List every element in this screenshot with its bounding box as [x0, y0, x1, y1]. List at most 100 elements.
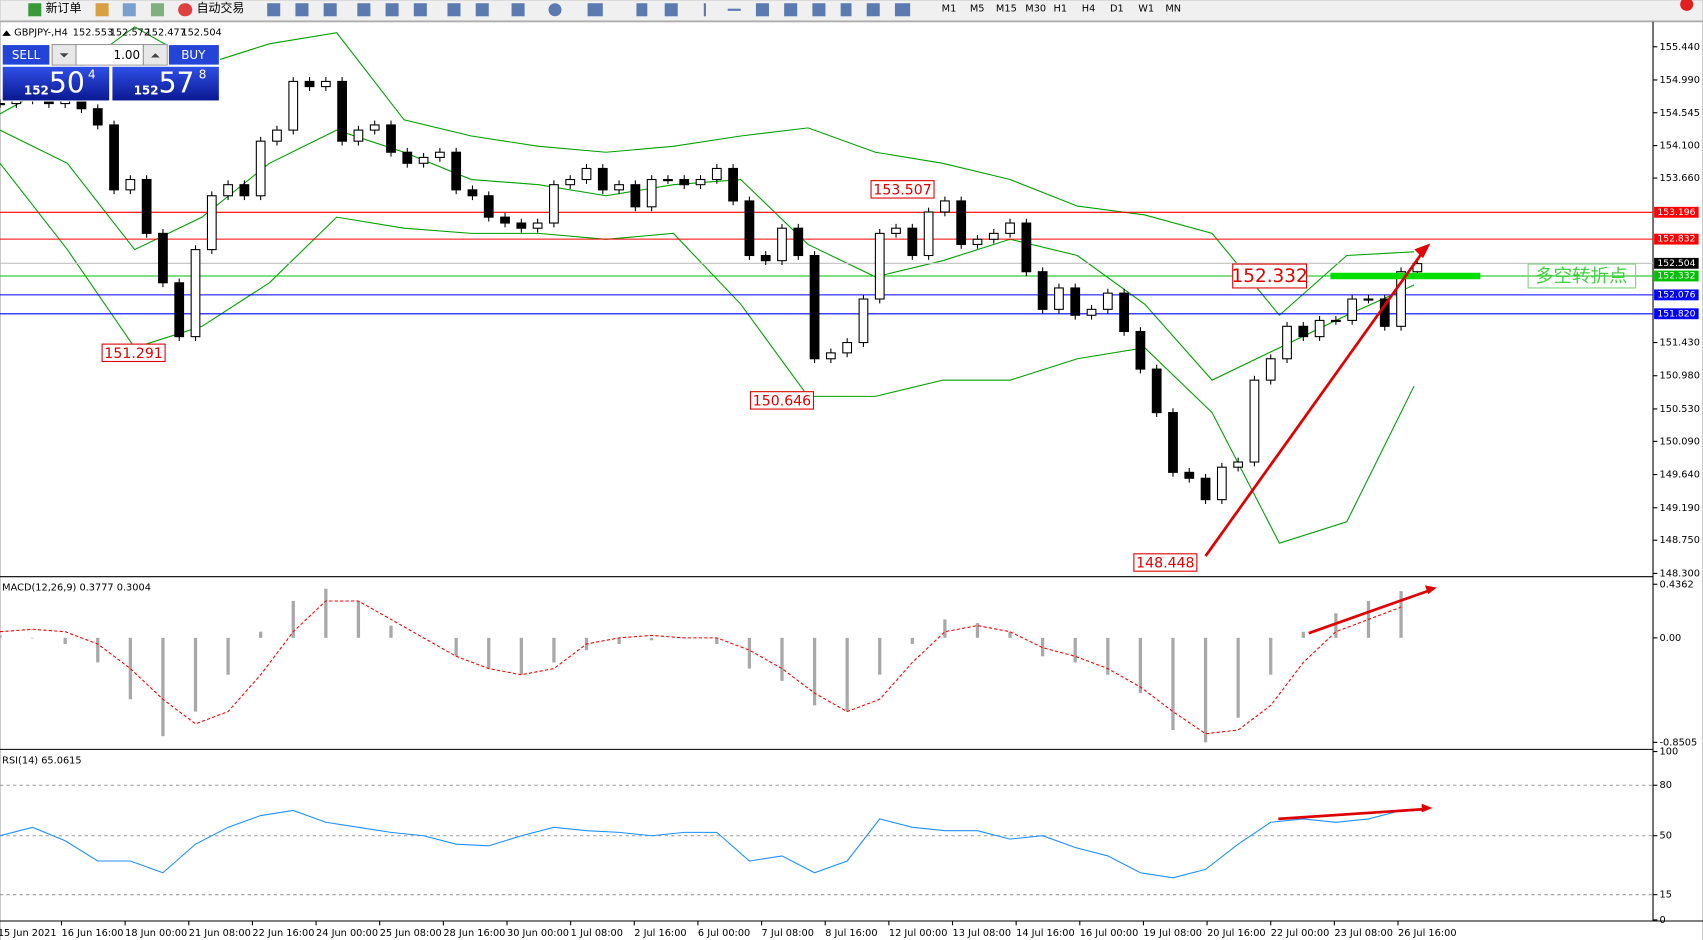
x-tick-label: 20 Jul 16:00 [1207, 928, 1266, 939]
y-tick-label: 148.300 [1660, 568, 1700, 579]
candle [92, 108, 103, 126]
tool-icon[interactable] [755, 3, 769, 17]
tool-icon[interactable] [812, 3, 826, 17]
tool-icon[interactable] [866, 3, 880, 17]
price-level-label: 151.820 [1657, 308, 1695, 319]
macd-bar [1041, 637, 1045, 657]
macd-bar [1171, 637, 1175, 731]
alert-icon[interactable] [1680, 0, 1694, 11]
tool-icon[interactable] [587, 3, 603, 17]
ask-point: 8 [199, 67, 207, 81]
x-tick-label: 16 Jun 16:00 [61, 928, 123, 939]
tool-icon[interactable] [267, 3, 281, 17]
tool-icon[interactable] [323, 3, 337, 17]
candle [630, 184, 641, 208]
timeframe-button[interactable]: D1 [1110, 4, 1124, 15]
new-order-icon[interactable] [28, 3, 42, 17]
price-level-label: 152.504 [1657, 258, 1695, 269]
ask-big: 152 [134, 84, 159, 98]
sell-button[interactable] [1, 43, 51, 66]
candle [516, 222, 527, 229]
tool-icon[interactable] [894, 3, 911, 17]
timeframe-button[interactable]: W1 [1138, 4, 1154, 15]
candle [1363, 298, 1374, 301]
tool-icon[interactable] [703, 3, 706, 17]
y-tick-label: 0 [1660, 915, 1666, 926]
auto-trading-button[interactable]: 自动交易 [197, 0, 245, 15]
tool-icon[interactable] [413, 3, 427, 17]
macd-bar [291, 600, 295, 638]
macd-bar [878, 637, 882, 675]
bid-box[interactable] [1, 65, 111, 102]
x-tick-label: 22 Jul 00:00 [1271, 928, 1330, 939]
candle [1331, 319, 1341, 323]
timeframe-button[interactable]: H1 [1054, 4, 1068, 15]
candle [1086, 308, 1097, 316]
tool-icon[interactable] [475, 3, 489, 17]
x-tick-label: 30 Jun 00:00 [507, 928, 569, 939]
candle [1249, 379, 1260, 463]
candle [386, 124, 396, 153]
timeframe-button[interactable]: M1 [942, 4, 957, 15]
macd-bar [63, 637, 67, 645]
candle [288, 80, 299, 131]
macd-bar [845, 637, 849, 712]
candle [353, 129, 364, 142]
tool-icon[interactable] [636, 3, 648, 17]
tool-icon[interactable] [357, 3, 371, 17]
timeframe-button[interactable]: M30 [1025, 4, 1046, 15]
x-tick-label: 14 Jul 16:00 [1016, 928, 1075, 939]
x-tick-label: 13 Jul 08:00 [953, 928, 1012, 939]
timeframe-button[interactable]: M15 [996, 4, 1017, 15]
new-order-button[interactable]: 新订单 [46, 0, 82, 15]
x-tick-label: 22 Jun 16:00 [252, 928, 314, 939]
tool-icon[interactable] [664, 3, 678, 17]
tool-icon[interactable] [840, 3, 852, 17]
y-tick-label: 15 [1660, 890, 1672, 901]
price-level-label-bg [1654, 257, 1699, 269]
macd-bar [324, 588, 328, 638]
tool-icon[interactable] [385, 3, 399, 17]
symbol: GBPJPY-,H4 [14, 28, 68, 39]
tool-icon[interactable] [295, 3, 309, 17]
volume: 1.00 [114, 48, 141, 62]
rsi-line [0, 809, 1402, 879]
candle [190, 249, 201, 338]
y-tick-label: 150.530 [1660, 404, 1700, 415]
buy-button[interactable] [167, 43, 220, 66]
x-tick-label: 26 Jul 16:00 [1398, 928, 1457, 939]
macd-bar [1269, 637, 1273, 675]
timeframe-button[interactable]: MN [1165, 4, 1181, 15]
tool-icon[interactable] [784, 3, 798, 17]
candle [842, 341, 853, 354]
candle [1119, 292, 1129, 333]
candle [760, 254, 771, 262]
tool-icon[interactable] [511, 3, 525, 17]
candle [337, 80, 348, 142]
tool-icon[interactable] [122, 3, 136, 17]
tool-icon[interactable] [727, 8, 741, 11]
candle [663, 178, 673, 182]
collapse-icon[interactable] [2, 30, 11, 36]
tool-icon[interactable] [447, 3, 461, 17]
auto-trading-icon[interactable] [178, 3, 193, 17]
sell-label: SELL [12, 48, 41, 62]
macd-bar [389, 625, 393, 638]
timeframe-button[interactable]: H4 [1082, 4, 1096, 15]
macd-bar [519, 637, 523, 675]
ask-box[interactable] [111, 65, 220, 102]
x-tick-label: 16 Jul 00:00 [1080, 928, 1139, 939]
note: 多空转折点 [1535, 266, 1627, 287]
tool-icon[interactable] [548, 3, 562, 17]
tool-icon[interactable] [95, 3, 109, 17]
price-level-label: 152.076 [1657, 289, 1695, 300]
timeframe-button[interactable]: M5 [970, 4, 985, 15]
buy-label: BUY [181, 48, 206, 62]
price-level-label: 152.832 [1657, 234, 1695, 245]
drawing-tools [267, 3, 911, 17]
toolbar [0, 0, 1703, 22]
price-level-label-bg [1654, 308, 1699, 320]
candle [923, 211, 934, 257]
tool-icon[interactable] [150, 3, 165, 17]
